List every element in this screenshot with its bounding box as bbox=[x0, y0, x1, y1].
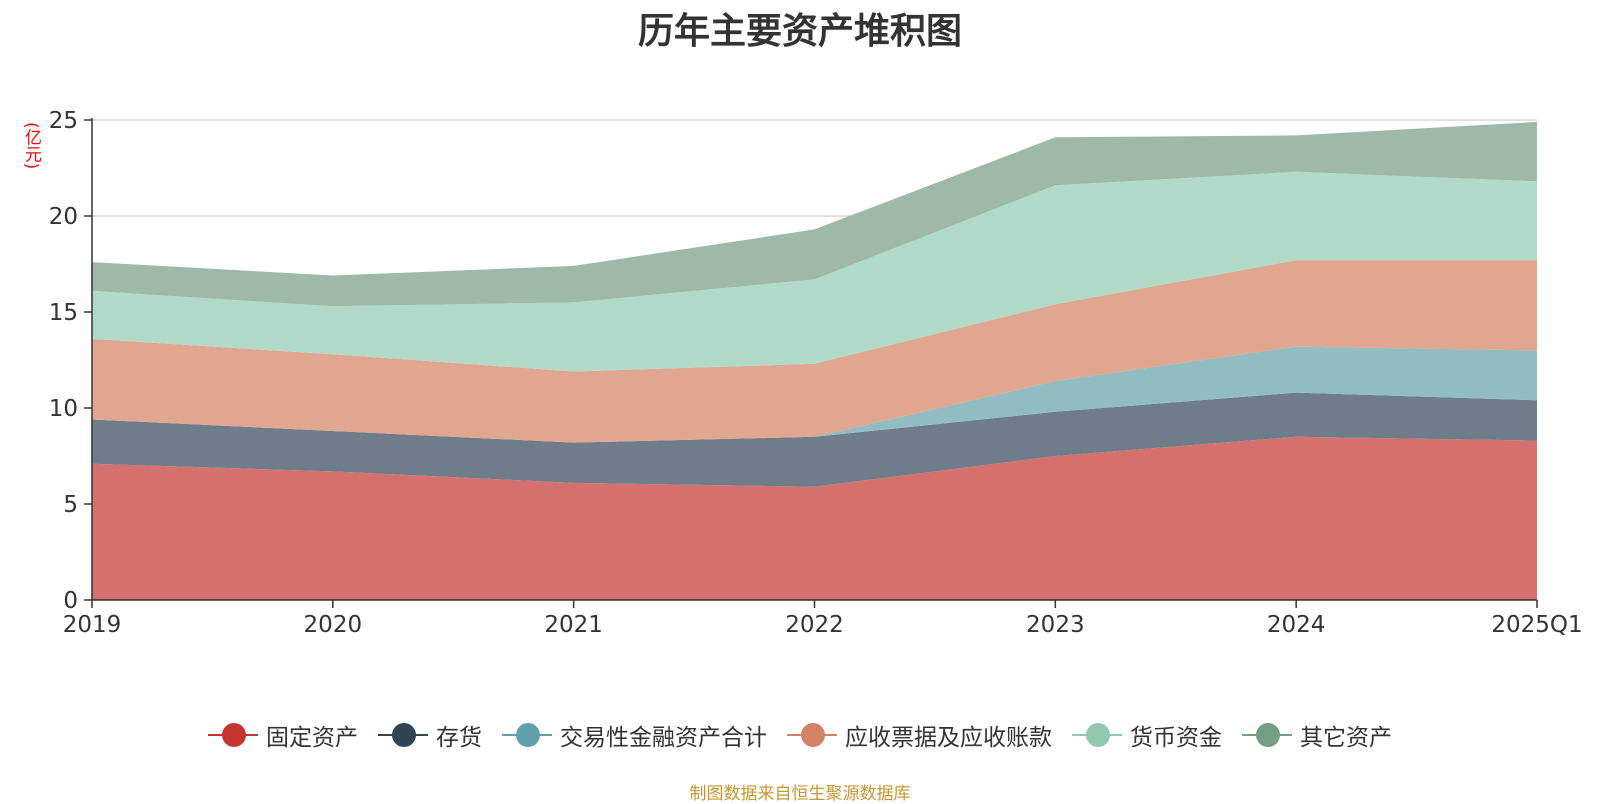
area-series-5[interactable] bbox=[92, 121, 1537, 307]
legend-item-0[interactable]: 固定资产 bbox=[208, 718, 358, 752]
legend-dot-icon bbox=[392, 723, 416, 747]
x-tick-label: 2023 bbox=[1026, 612, 1085, 638]
legend-dot-icon bbox=[801, 723, 825, 747]
y-axis-unit-label: (亿元) bbox=[21, 122, 41, 170]
chart-title: 历年主要资产堆积图 bbox=[637, 11, 962, 52]
x-tick-label: 2020 bbox=[304, 612, 363, 638]
x-tick-label: 2024 bbox=[1267, 612, 1326, 638]
area-series-2[interactable] bbox=[92, 346, 1537, 443]
data-source-note: 制图数据来自恒生聚源数据库 bbox=[689, 784, 911, 804]
x-tick-label: 2021 bbox=[544, 612, 603, 638]
legend: 固定资产 存货 交易性金融资产合计 应收票据及应收账款 货币资金 其它资产 bbox=[0, 718, 1600, 752]
axes: 0 5 10 15 20 25 2019 2020 2021 2022 2023 2024 2025Q1 bbox=[49, 108, 1583, 638]
legend-item-1[interactable]: 存货 bbox=[378, 718, 482, 752]
area-series-layer bbox=[92, 121, 1537, 600]
legend-label: 交易性金融资产合计 bbox=[560, 725, 767, 751]
legend-marker-icon bbox=[208, 723, 258, 747]
legend-item-5[interactable]: 其它资产 bbox=[1242, 718, 1392, 752]
area-series-3[interactable] bbox=[92, 260, 1537, 443]
legend-dot-icon bbox=[222, 723, 246, 747]
x-tick-label: 2025Q1 bbox=[1491, 612, 1582, 638]
y-tick-label: 10 bbox=[49, 396, 78, 422]
y-tick-label: 5 bbox=[63, 492, 78, 518]
y-tick-label: 0 bbox=[63, 588, 78, 614]
legend-dot-icon bbox=[516, 723, 540, 747]
legend-label: 其它资产 bbox=[1300, 725, 1392, 751]
chart-plot: 0 5 10 15 20 25 2019 2020 2021 2022 2023 2024 2025Q1 bbox=[49, 108, 1583, 638]
legend-item-3[interactable]: 应收票据及应收账款 bbox=[787, 718, 1052, 752]
area-series-4[interactable] bbox=[92, 171, 1537, 372]
legend-marker-icon bbox=[1242, 723, 1292, 747]
legend-item-2[interactable]: 交易性金融资产合计 bbox=[502, 718, 767, 752]
y-tick-label: 25 bbox=[49, 108, 78, 134]
y-tick-label: 15 bbox=[49, 300, 78, 326]
legend-marker-icon bbox=[1072, 723, 1122, 747]
legend-marker-icon bbox=[378, 723, 428, 747]
x-tick-label: 2022 bbox=[785, 612, 844, 638]
legend-marker-icon bbox=[502, 723, 552, 747]
legend-label: 货币资金 bbox=[1130, 725, 1222, 751]
legend-label: 应收票据及应收账款 bbox=[845, 725, 1052, 751]
legend-dot-icon bbox=[1086, 723, 1110, 747]
legend-label: 存货 bbox=[436, 725, 482, 751]
x-tick-label: 2019 bbox=[63, 612, 122, 638]
area-series-1[interactable] bbox=[92, 392, 1537, 487]
legend-label: 固定资产 bbox=[266, 725, 358, 751]
legend-dot-icon bbox=[1256, 723, 1280, 747]
legend-marker-icon bbox=[787, 723, 837, 747]
legend-item-4[interactable]: 货币资金 bbox=[1072, 718, 1222, 752]
area-series-0[interactable] bbox=[92, 436, 1537, 600]
y-tick-label: 20 bbox=[49, 204, 78, 230]
